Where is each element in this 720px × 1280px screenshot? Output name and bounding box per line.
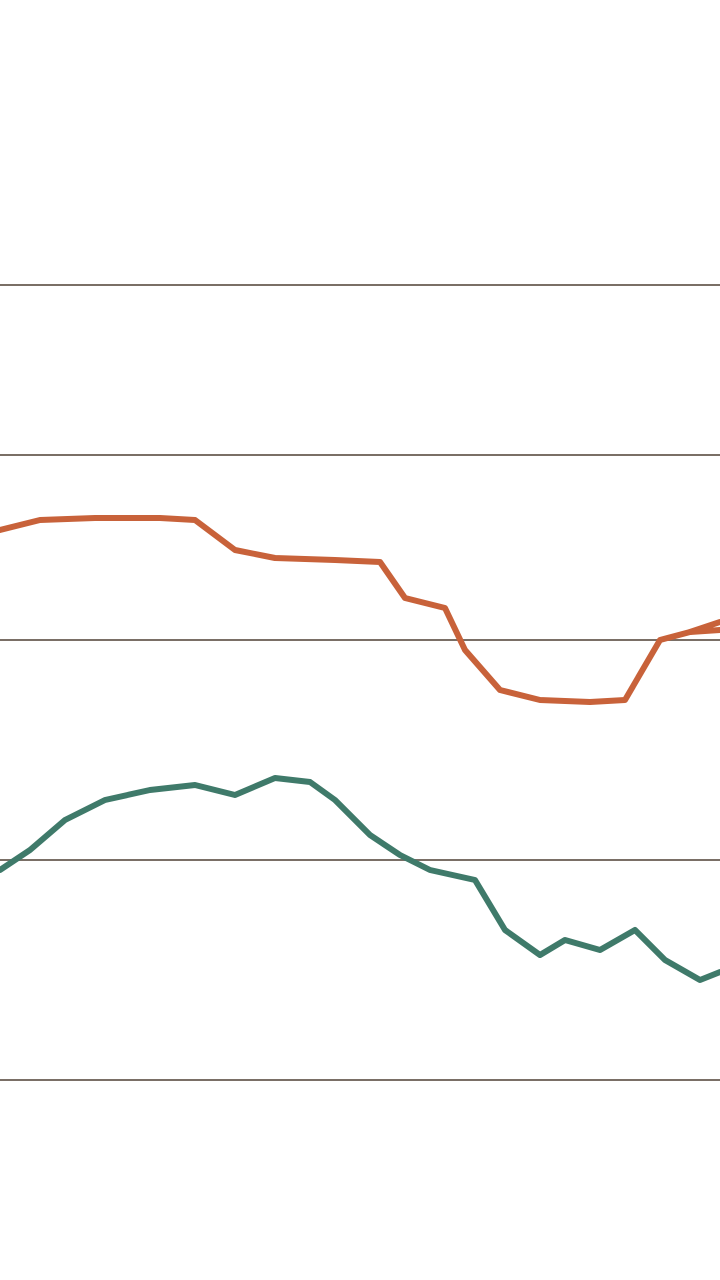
price-line-chart bbox=[0, 0, 720, 1280]
chart-svg bbox=[0, 0, 720, 1280]
